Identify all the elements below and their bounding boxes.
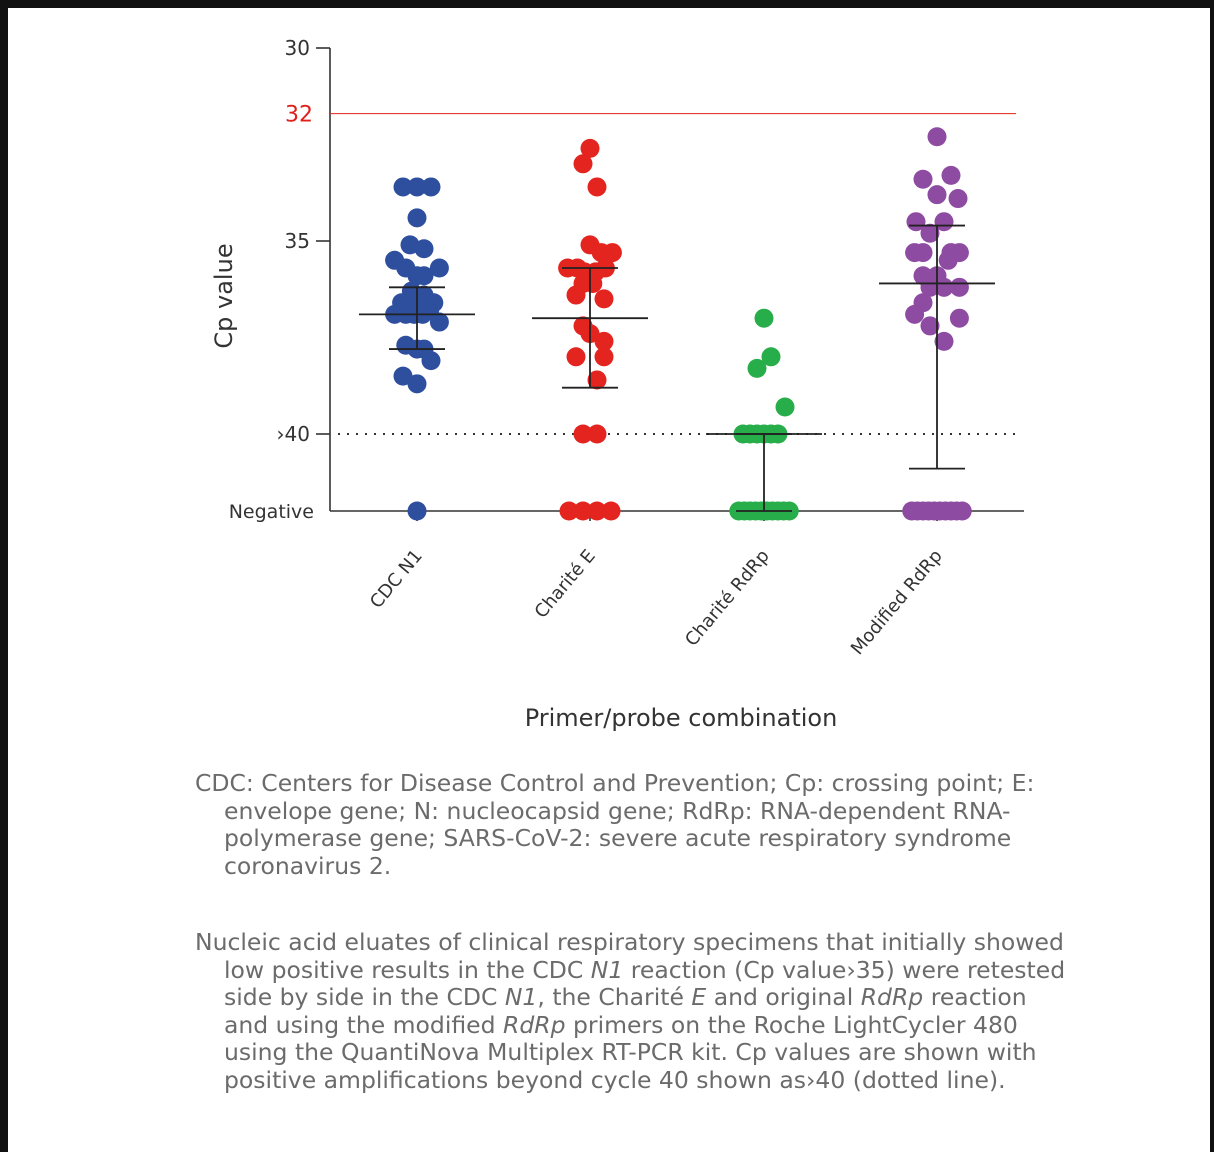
x-category-label: Charité RdRp [681, 546, 774, 651]
data-point [927, 185, 947, 205]
data-point [952, 501, 972, 521]
data-point [949, 308, 969, 328]
data-point [580, 138, 600, 158]
data-point [913, 169, 933, 189]
x-axis-title: Primer/probe combination [525, 704, 838, 732]
cp-value-chart: 30 35 ›40 Negative 32 CDC N1 Charité E Charité … [210, 36, 1024, 732]
caption-text: , the Charité [537, 983, 692, 1012]
caption-gene-n1: N1 [504, 983, 538, 1012]
y-tick-label: Negative [229, 501, 314, 523]
data-point [927, 127, 947, 147]
caption-gene-rdrp: RdRp [860, 983, 924, 1012]
data-point [407, 177, 427, 197]
caption-gene-e: E [691, 983, 707, 1012]
x-category-label: Modified RdRp [847, 546, 947, 659]
data-point [573, 501, 593, 521]
data-point [775, 397, 795, 417]
data-point [949, 277, 969, 297]
chart-axes: 30 35 ›40 Negative 32 CDC N1 Charité E Charité … [210, 36, 1024, 732]
caption-text: and original [706, 983, 861, 1012]
data-point [559, 501, 579, 521]
figure-caption-description: Nucleic acid eluates of clinical respira… [195, 928, 1075, 1095]
chart-marks [359, 127, 995, 521]
caption-description-text: Nucleic acid eluates of clinical respira… [195, 928, 1075, 1095]
data-point [761, 347, 781, 367]
data-point [754, 308, 774, 328]
data-point [393, 366, 413, 386]
caption-text: primers on the Roche LightCycler 480 usi… [224, 1010, 1037, 1094]
data-point [421, 177, 441, 197]
figure-caption-abbreviations: CDC: Centers for Disease Control and Pre… [195, 769, 1075, 880]
data-point [594, 289, 614, 309]
data-point [941, 165, 961, 185]
data-point [407, 501, 427, 521]
data-point [573, 424, 593, 444]
x-category-label: CDC N1 [366, 546, 427, 613]
data-point [583, 273, 603, 293]
data-point [920, 223, 940, 243]
data-point [407, 208, 427, 228]
caption-text: reaction (Cp value›35) were retested sid… [224, 955, 1066, 1012]
data-point [591, 243, 611, 263]
data-point [913, 243, 933, 263]
data-point [587, 370, 607, 390]
data-point [429, 312, 449, 332]
data-point [948, 189, 968, 209]
data-point [393, 177, 413, 197]
caption-gene-n1: N1 [590, 955, 624, 984]
caption-text: Nucleic acid eluates of clinical respira… [195, 928, 1064, 984]
data-point [414, 266, 434, 286]
caption-text: reaction and using the modified [224, 983, 1027, 1039]
data-point [566, 285, 586, 305]
data-point [429, 258, 449, 278]
data-point [934, 331, 954, 351]
data-point [594, 331, 614, 351]
data-point [920, 316, 940, 336]
data-point [421, 351, 441, 371]
threshold-32-label: 32 [285, 103, 313, 128]
data-point [407, 374, 427, 394]
data-point [566, 347, 586, 367]
y-tick-label: ›40 [277, 422, 310, 446]
caption-abbreviations-text: CDC: Centers for Disease Control and Pre… [195, 769, 1035, 880]
data-point [414, 239, 434, 259]
data-point [905, 304, 925, 324]
data-point [587, 177, 607, 197]
caption-gene-rdrp: RdRp [503, 1010, 566, 1039]
data-point [587, 501, 607, 521]
data-point [594, 347, 614, 367]
data-point [601, 501, 621, 521]
data-point [573, 154, 593, 174]
y-tick-label: 35 [285, 229, 310, 253]
data-point [587, 424, 607, 444]
x-category-label: Charité E [531, 546, 600, 623]
data-point [747, 358, 767, 378]
y-axis-title: Cp value [210, 243, 238, 348]
data-point [938, 250, 958, 270]
y-tick-label: 30 [285, 36, 310, 60]
